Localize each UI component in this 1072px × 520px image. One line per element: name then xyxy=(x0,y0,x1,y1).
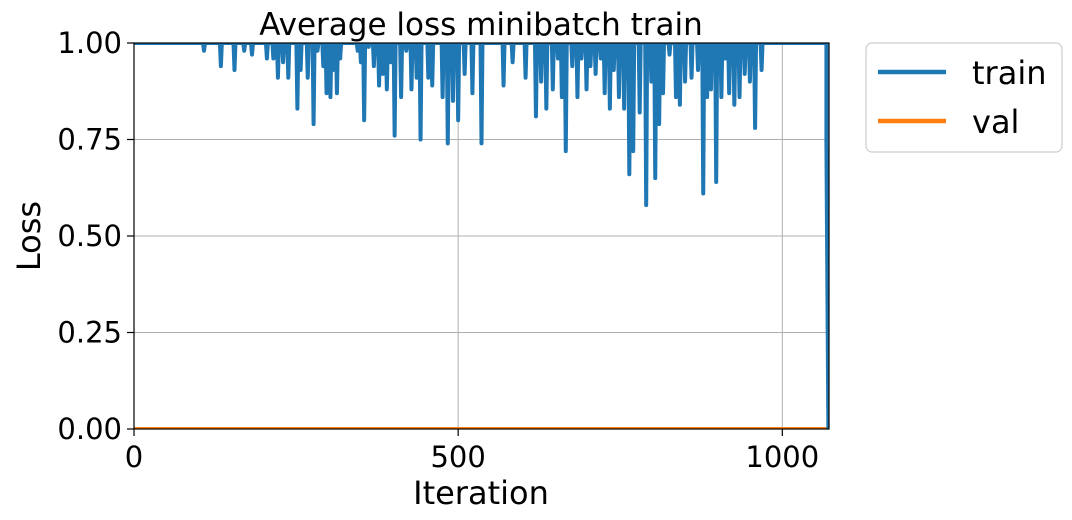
series-line-train xyxy=(134,43,829,429)
x-axis-label: Iteration xyxy=(413,474,549,512)
legend-label-val: val xyxy=(972,103,1019,141)
chart-title: Average loss minibatch train xyxy=(259,7,703,43)
y-axis-label: Loss xyxy=(10,201,48,271)
x-tick-label: 500 xyxy=(430,440,485,474)
y-axis: 0.00 0.25 0.50 0.75 1.00 xyxy=(57,26,134,446)
x-axis: 0 500 1000 xyxy=(125,429,819,474)
y-tick-label: 0.00 xyxy=(57,412,122,446)
y-tick-label: 0.75 xyxy=(57,123,122,157)
legend-label-train: train xyxy=(972,54,1046,92)
y-tick-label: 1.00 xyxy=(57,26,122,60)
y-tick-label: 0.25 xyxy=(57,316,122,350)
series-layer xyxy=(134,43,829,429)
x-tick-label: 1000 xyxy=(745,440,819,474)
x-tick-label: 0 xyxy=(125,440,143,474)
legend: train val xyxy=(865,42,1063,153)
y-tick-label: 0.50 xyxy=(57,219,122,253)
